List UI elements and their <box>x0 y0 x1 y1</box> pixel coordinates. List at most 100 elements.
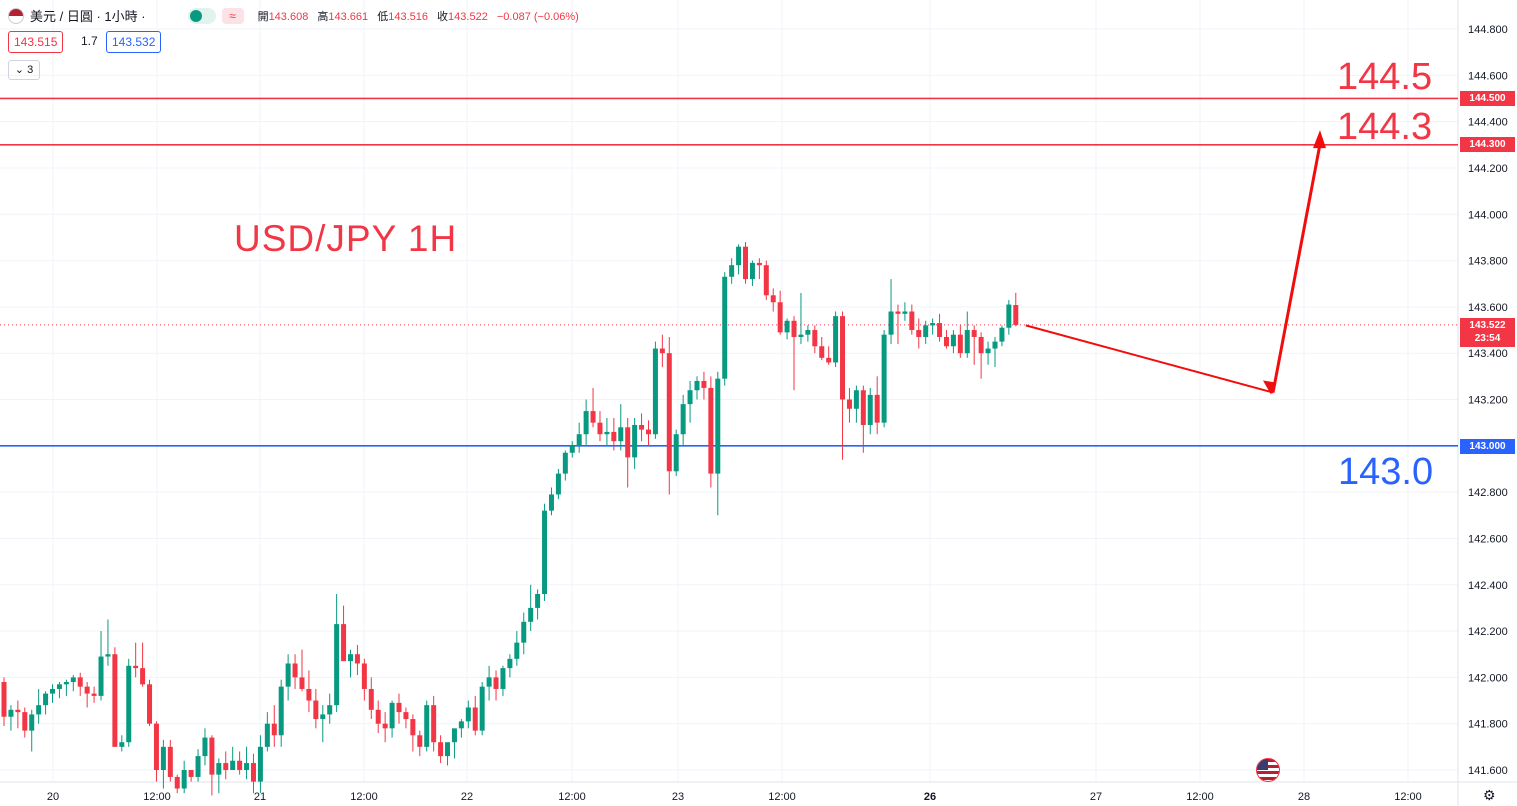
candle-body <box>992 341 998 349</box>
candle-body <box>77 677 83 687</box>
candle-body <box>673 434 679 472</box>
time-axis: 20 12:00 21 12:00 22 12:00 23 12:00 26 27 12:00 28 1… <box>47 791 1422 803</box>
candle-body <box>604 431 610 435</box>
candle-body <box>514 642 520 659</box>
delayed-data-icon[interactable]: ≈ <box>221 7 244 24</box>
candle-body <box>618 427 624 442</box>
us-flag-event-icon[interactable] <box>1256 758 1280 782</box>
time-tick-label: 12:00 <box>1394 791 1422 803</box>
candle-body <box>8 709 14 717</box>
candle-body <box>313 700 319 720</box>
candle-body <box>1 682 7 717</box>
candle-body <box>874 394 880 423</box>
projection-down-segment <box>1025 324 1274 394</box>
price-tick-label: 143.400 <box>1468 348 1508 360</box>
price-tick-label: 143.600 <box>1468 302 1508 314</box>
candle-body <box>736 246 742 266</box>
time-tick-label: 23 <box>672 791 684 803</box>
candle-body <box>937 323 943 337</box>
price-tag-143000: 143.000 <box>1460 439 1515 454</box>
candle-body <box>403 712 409 720</box>
candle-body <box>812 330 818 347</box>
indicators-toggle-button[interactable]: ⌄ 3 <box>8 60 40 80</box>
buy-button[interactable]: 143.532 <box>106 31 162 53</box>
candle-body <box>729 265 735 277</box>
candle-body <box>389 702 395 729</box>
candle-body <box>167 746 173 777</box>
candle-body <box>576 434 582 446</box>
time-tick-label: 21 <box>254 791 266 803</box>
candle-body <box>465 707 471 722</box>
candle-body <box>645 429 651 435</box>
candle-body <box>445 742 451 757</box>
time-tick-label: 12:00 <box>1186 791 1214 803</box>
candle-body <box>320 714 326 720</box>
candle-body <box>147 684 153 724</box>
price-tick-label: 144.200 <box>1468 163 1508 175</box>
candle-body <box>126 665 132 743</box>
candle-body <box>881 334 887 423</box>
candle-body <box>22 712 28 731</box>
candle-body <box>639 424 645 430</box>
bar-countdown: 23:54 <box>1474 333 1501 344</box>
time-tick-label: 22 <box>461 791 473 803</box>
candle-body <box>306 688 312 701</box>
candle-body <box>687 390 693 405</box>
candle-body <box>562 452 568 474</box>
candle-body <box>840 316 846 400</box>
arrowhead-up-icon <box>1313 130 1326 149</box>
candle-body <box>140 668 146 685</box>
time-tick-label: 12:00 <box>768 791 796 803</box>
candle-body <box>805 330 811 335</box>
time-tick-label: 27 <box>1090 791 1102 803</box>
candle-body <box>943 336 949 347</box>
symbol-legend: 美元 / 日圓 · 1小時 · ≈ 開143.608 高143.661 低143… <box>8 6 585 25</box>
price-tick-label: 142.200 <box>1468 626 1508 638</box>
candle-body <box>826 357 832 363</box>
current-price: 143.522 <box>1469 320 1506 331</box>
candle-body <box>846 399 852 409</box>
candle-body <box>743 246 749 280</box>
candle-body <box>708 387 714 474</box>
candle-body <box>56 684 62 689</box>
candle-body <box>223 763 229 770</box>
ohlc-values: 開143.608 高143.661 低143.516 收143.522 −0.0… <box>257 10 579 23</box>
symbol-title[interactable]: 美元 / 日圓 · 1小時 · <box>30 9 146 24</box>
sell-button[interactable]: 143.515 <box>8 31 64 53</box>
candle-body <box>29 714 35 731</box>
candle-body <box>611 431 617 442</box>
time-tick-label: 20 <box>47 791 59 803</box>
price-tick-label: 142.800 <box>1468 487 1508 499</box>
candle-body <box>112 654 118 747</box>
candle-body <box>798 334 804 337</box>
candlestick-series <box>1 242 1019 796</box>
candle-body <box>237 760 243 770</box>
candle-body <box>153 723 159 770</box>
currency-flag-icon <box>8 7 24 24</box>
candle-body <box>43 693 49 706</box>
candle-body <box>625 427 631 458</box>
candle-body <box>91 693 97 696</box>
candle-body <box>299 677 305 689</box>
price-tag-144300: 144.300 <box>1460 137 1515 152</box>
time-tick-label: 28 <box>1298 791 1310 803</box>
candle-body <box>63 682 69 685</box>
spread-value: 1.7 <box>81 34 98 48</box>
candle-body <box>999 327 1005 342</box>
candle-body <box>341 624 347 662</box>
price-tick-label: 142.600 <box>1468 533 1508 545</box>
candle-body <box>70 677 76 683</box>
support-label: 143.0 <box>1338 451 1434 493</box>
candle-body <box>971 330 977 337</box>
candle-body <box>521 621 527 643</box>
candle-body <box>36 705 42 715</box>
candle-body <box>860 390 866 425</box>
market-status-icon[interactable] <box>187 7 216 24</box>
settings-gear-icon[interactable]: ⚙ <box>1483 787 1496 803</box>
candle-body <box>348 654 353 662</box>
candle-body <box>722 276 728 379</box>
candle-body <box>244 763 250 770</box>
candle-body <box>375 709 381 724</box>
candle-body <box>756 262 762 266</box>
